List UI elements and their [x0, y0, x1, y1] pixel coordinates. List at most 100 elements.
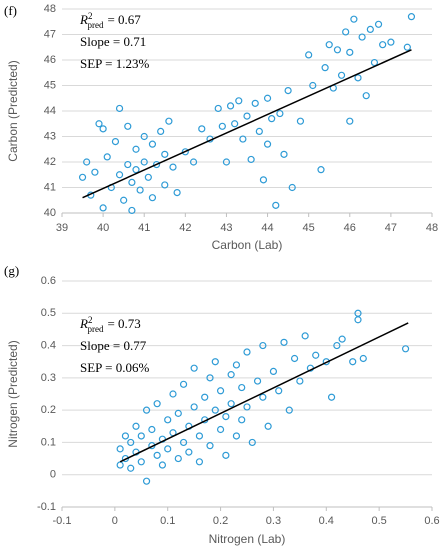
point	[99, 125, 107, 133]
point	[374, 20, 383, 28]
x-tick-label: 45	[303, 222, 315, 234]
y-tick-label: 0	[50, 469, 56, 481]
point	[124, 160, 132, 169]
point	[284, 86, 292, 95]
point	[152, 160, 161, 169]
point	[99, 204, 107, 212]
point	[235, 97, 243, 105]
point	[272, 201, 280, 209]
point	[214, 104, 222, 113]
point	[327, 393, 336, 401]
point	[350, 15, 358, 23]
point	[189, 158, 198, 166]
x-tick-label: -0.1	[53, 515, 72, 527]
trend-line	[82, 49, 412, 199]
panel-label: (g)	[4, 263, 19, 278]
point	[305, 51, 313, 59]
point	[148, 140, 157, 148]
point	[140, 158, 148, 166]
point	[263, 94, 272, 102]
point	[354, 74, 362, 82]
point	[115, 171, 124, 179]
point	[337, 71, 346, 79]
point	[248, 438, 256, 447]
point	[132, 166, 140, 174]
point	[181, 148, 189, 156]
x-tick-label: 43	[220, 222, 232, 234]
point	[296, 377, 304, 385]
point	[116, 461, 124, 469]
point	[195, 458, 204, 466]
point	[179, 438, 188, 447]
x-tick-label: 44	[261, 222, 273, 234]
y-tick-label: 0.4	[41, 339, 56, 351]
point	[247, 155, 255, 164]
point	[132, 145, 140, 153]
point	[288, 183, 296, 192]
y-tick-label: 0.2	[41, 404, 56, 416]
point	[263, 140, 272, 148]
y-tick-label: 46	[44, 54, 56, 66]
point	[190, 364, 198, 372]
point	[338, 335, 346, 343]
point	[173, 189, 181, 197]
x-tick-label: 0.3	[266, 515, 281, 527]
y-tick-label: 48	[44, 3, 56, 15]
point	[198, 125, 206, 133]
point	[164, 416, 172, 424]
point	[136, 186, 144, 194]
point	[370, 58, 379, 67]
point	[91, 168, 99, 176]
point	[142, 477, 151, 485]
point	[268, 115, 276, 123]
r-superscript: 2	[88, 11, 93, 21]
panel-label: (f)	[4, 3, 17, 18]
point	[211, 358, 219, 366]
x-tick-label: 0.4	[319, 515, 334, 527]
sep-note: SEP = 0.06%	[80, 360, 150, 375]
point	[190, 403, 198, 411]
point	[403, 43, 411, 51]
point	[185, 448, 193, 456]
trend-line	[119, 322, 409, 463]
point	[161, 181, 169, 189]
point	[120, 196, 128, 204]
point	[216, 387, 225, 395]
x-axis-title: Nitrogen (Lab)	[209, 532, 286, 546]
r-subscript: pred	[87, 324, 103, 334]
r-squared-note: R2 pred = 0.73	[79, 315, 141, 334]
point	[259, 176, 268, 184]
point	[379, 41, 387, 49]
point	[239, 135, 247, 143]
point	[290, 354, 299, 363]
point	[342, 28, 350, 36]
point	[128, 178, 136, 186]
point	[231, 120, 239, 128]
point	[78, 173, 87, 181]
point	[276, 109, 284, 118]
y-tick-label: 0.3	[41, 372, 56, 384]
x-tick-label: 0.1	[160, 515, 175, 527]
point	[222, 158, 231, 166]
point	[407, 13, 416, 21]
point	[169, 390, 177, 398]
point	[358, 33, 366, 41]
point	[153, 400, 161, 408]
x-tick-label: 47	[385, 222, 397, 234]
point	[83, 158, 91, 166]
point	[148, 425, 156, 434]
r-squared-note: R2 pred = 0.67	[79, 11, 141, 30]
scatter-chart: (g) -0.1 0 0.1 0.2 0.3 0.4 0.5 0.6 -0.1 0 0.1 0.2 0.3…	[4, 263, 440, 546]
point	[132, 422, 140, 430]
point	[140, 132, 148, 141]
point	[232, 432, 241, 440]
point	[349, 358, 357, 366]
point	[144, 173, 152, 181]
point	[253, 377, 262, 385]
point	[127, 438, 135, 447]
y-tick-label: 40	[44, 207, 56, 219]
point	[255, 127, 263, 135]
slope-note: Slope = 0.71	[80, 34, 146, 49]
point	[206, 442, 214, 450]
